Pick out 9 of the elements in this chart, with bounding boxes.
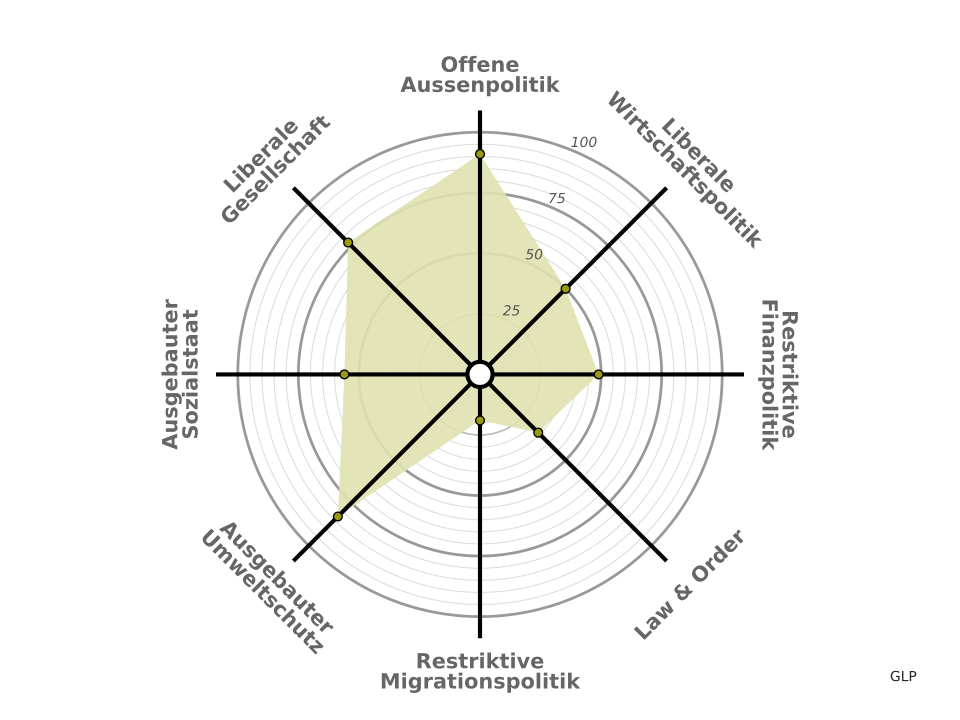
spoke-label: Offene Aussenpolitik bbox=[400, 56, 560, 96]
y-tick-label: 50 bbox=[526, 248, 542, 260]
y-tick-label: 25 bbox=[502, 305, 520, 316]
spoke-label: Ausgebauter Sozialstaat bbox=[161, 299, 198, 450]
text: GLP bbox=[890, 670, 916, 682]
y-tick-label: 100 bbox=[571, 136, 597, 148]
spoke-label: Restriktive Finanzpolitik bbox=[758, 300, 798, 451]
spoke-label: Restriktive Migrationspolitik bbox=[382, 652, 581, 693]
y-tick-label: 75 bbox=[549, 192, 565, 204]
